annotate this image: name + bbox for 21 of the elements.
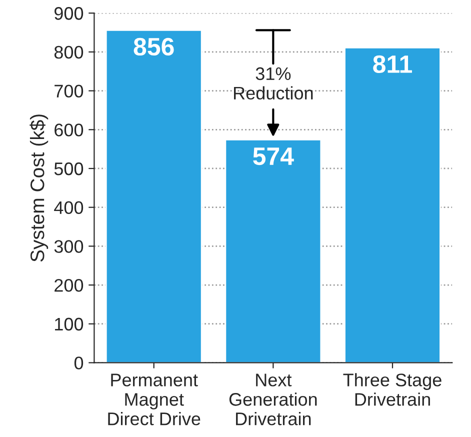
y-tick-label: 500 [54,162,84,176]
y-tick-label: 0 [74,356,84,370]
y-axis-title: System Cost (k$) [30,114,48,262]
bar [344,46,441,363]
x-tick-label: Permanent Magnet Direct Drive [108,374,200,426]
y-tick-label: 800 [54,46,84,59]
data-label: 574 [253,148,294,166]
y-tick-label: 100 [55,318,84,331]
y-tick-label: 700 [54,84,84,98]
data-label: 856 [134,38,174,56]
data-label: 811 [373,55,412,74]
bar [105,30,202,363]
x-tick-label: Three Stage Drivetrain [343,373,442,406]
x-tick-label: Next Generation Drivetrain [229,374,317,426]
annotation: 31% Reduction [234,67,313,100]
bar [224,139,322,363]
y-tick-label: 900 [54,7,84,20]
y-tick-label: 600 [54,124,84,136]
y-tick-label: 300 [54,240,84,253]
y-tick-label: 400 [54,201,84,214]
y-tick-label: 200 [54,278,84,292]
